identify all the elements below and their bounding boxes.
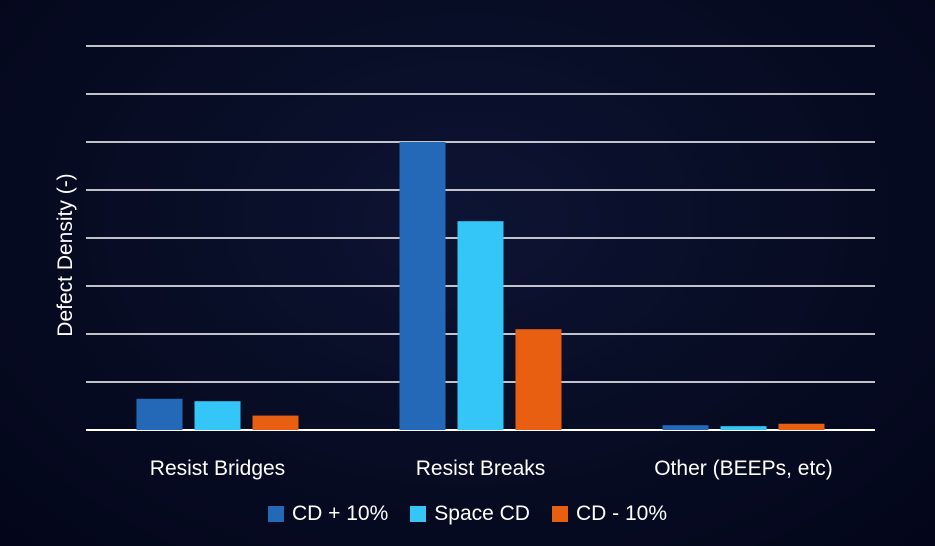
legend-swatch-cd-plus [267, 506, 284, 522]
bar [399, 142, 446, 430]
bar [778, 423, 825, 430]
bar [720, 426, 767, 430]
bar [662, 425, 709, 430]
category-labels: Resist Bridges Resist Breaks Other (BEEPs,… [150, 457, 833, 480]
legend: CD + 10% Space CD CD - 10% [0, 502, 935, 526]
bar [457, 221, 504, 430]
legend-label: Space CD [434, 502, 530, 525]
category-label: Resist Bridges [150, 457, 285, 480]
legend-label: CD - 10% [575, 502, 668, 525]
legend-item: CD + 10% [267, 502, 389, 526]
bar [252, 415, 299, 430]
y-axis-label: Defect Density (-) [54, 173, 77, 337]
legend-label: CD + 10% [291, 502, 389, 525]
category-label: Other (BEEPs, etc) [654, 457, 833, 480]
category-label: Resist Breaks [416, 457, 546, 480]
legend-item: CD - 10% [551, 502, 668, 526]
legend-swatch-space-cd [410, 506, 427, 522]
bar [194, 401, 241, 430]
bars [136, 142, 825, 430]
bar [136, 398, 183, 430]
bar [515, 329, 562, 430]
legend-item: Space CD [410, 502, 530, 526]
legend-swatch-cd-minus [551, 506, 568, 522]
